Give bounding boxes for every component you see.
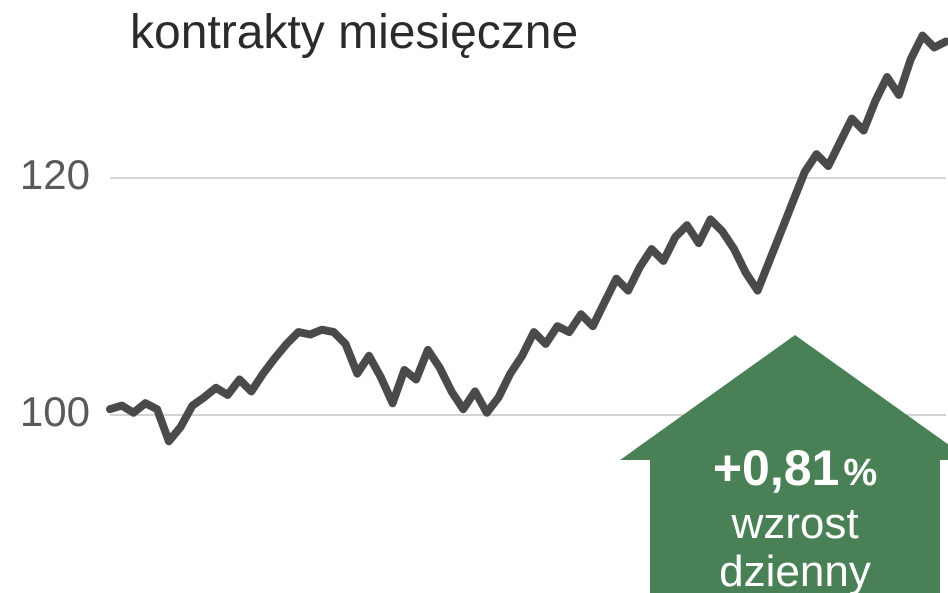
- chart-container: 100 120 kontrakty miesięczne +0,81% wzros…: [0, 0, 948, 593]
- change-label-2: dzienny: [719, 547, 871, 593]
- line-chart: 100 120 kontrakty miesięczne +0,81% wzros…: [0, 0, 948, 593]
- y-axis-labels: 100 120: [20, 151, 90, 435]
- chart-title: kontrakty miesięczne: [130, 6, 578, 59]
- change-label-1: wzrost: [730, 499, 858, 548]
- y-tick-label: 120: [20, 151, 90, 198]
- y-tick-label: 100: [20, 388, 90, 435]
- change-callout: +0,81% wzrost dzienny: [620, 335, 948, 593]
